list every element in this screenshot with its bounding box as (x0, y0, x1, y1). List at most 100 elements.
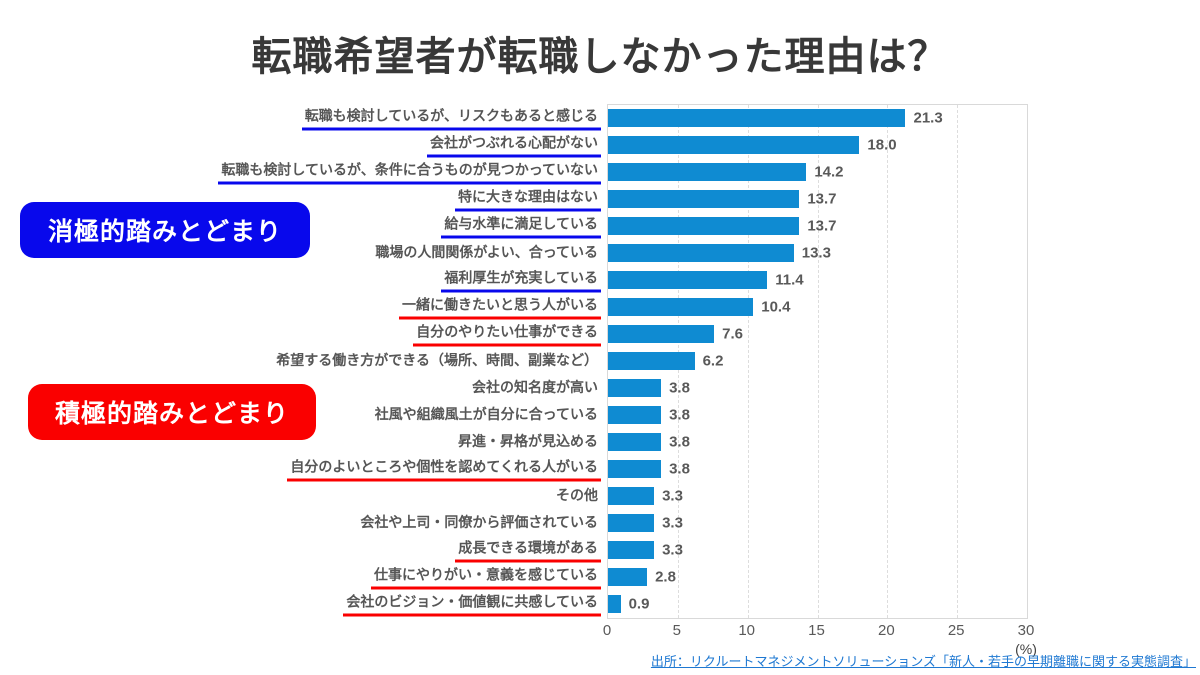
value-label: 18.0 (867, 136, 897, 153)
category-text: 会社や上司・同僚から評価されている (360, 513, 598, 530)
bar (608, 243, 794, 262)
value-label: 11.4 (775, 271, 804, 288)
chart-row: 仕事にやりがい・意義を感じている 2.8 (0, 563, 1200, 590)
chart-row: 自分のよいところや個性を認めてくれる人がいる 3.8 (0, 455, 1200, 482)
chart-row: 特に大きな理由はない 13.7 (0, 185, 1200, 212)
bar (608, 594, 621, 613)
value-label: 7.6 (722, 325, 743, 342)
category-text-underlined-red: 仕事にやりがい・意義を感じている (371, 564, 601, 589)
bar (608, 540, 655, 559)
positive-stay-label: 積極的踏みとどまり (54, 400, 289, 428)
negative-stay-label: 消極的踏みとどまり (47, 218, 282, 246)
gridline (817, 105, 819, 618)
category-label: 仕事にやりがい・意義を感じている (0, 564, 601, 589)
category-text-underlined-red: 成長できる環境がある (455, 537, 601, 562)
category-text-underlined-blue: 特に大きな理由はない (455, 186, 601, 211)
value-label: 14.2 (814, 163, 844, 180)
category-label: 会社の知名度が高い (0, 377, 601, 399)
category-text-underlined-blue: 転職も検討しているが、条件に合うものが見つかっていない (218, 159, 601, 184)
value-label: 3.8 (669, 460, 690, 477)
x-axis-ticks: 0 5 10 15 20 25 30 (0, 622, 1200, 640)
category-label: 社風や組織風土が自分に合っている (0, 404, 601, 426)
bar (608, 432, 662, 451)
source-link[interactable]: 出所：リクルートマネジメントソリューションズ「新人・若手の早期離職に関する実態調… (650, 654, 1196, 669)
chart-row: 成長できる環境がある 3.3 (0, 536, 1200, 563)
bar (608, 513, 655, 532)
x-axis-tick-label: 10 (738, 622, 755, 639)
category-text-underlined-blue: 会社がつぶれる心配がない (427, 132, 601, 157)
bar (608, 378, 662, 397)
x-axis-tick-label: 0 (602, 622, 612, 639)
bar (608, 486, 655, 505)
category-text-underlined-red: 会社のビジョン・価値観に共感している (343, 591, 601, 616)
category-label: 一緒に働きたいと思う人がいる (0, 294, 601, 319)
bar (608, 216, 800, 235)
chart-rows: 転職も検討しているが、リスクもあると感じる 21.3 会社がつぶれる心配がない 18.… (0, 104, 1200, 617)
gridline (887, 105, 889, 618)
category-label: 会社のビジョン・価値観に共感している (0, 591, 601, 616)
chart-row: 給与水準に満足している 13.7 (0, 212, 1200, 239)
bar (608, 108, 906, 127)
bar (608, 459, 662, 478)
page-title: 転職希望者が転職しなかった理由は？ (251, 35, 949, 79)
value-label: 13.7 (807, 190, 837, 207)
category-text-underlined-red: 自分のやりたい仕事ができる (413, 321, 601, 346)
value-label: 13.7 (807, 217, 837, 234)
value-label: 6.2 (702, 352, 724, 369)
bar (608, 351, 695, 370)
category-text: 希望する働き方ができる（場所、時間、副業など） (276, 351, 598, 368)
chart-row: 希望する働き方ができる（場所、時間、副業など） 6.2 (0, 347, 1200, 374)
category-label: 昇進・昇格が見込める (0, 431, 601, 453)
x-axis-tick-label: 20 (877, 622, 895, 639)
category-text-underlined-red: 自分のよいところや個性を認めてくれる人がいる (287, 456, 601, 481)
chart-row: 一緒に働きたいと思う人がいる 10.4 (0, 293, 1200, 320)
chart-row: 社風や組織風土が自分に合っている 3.8 (0, 401, 1200, 428)
category-label: 給与水準に満足している (0, 213, 601, 238)
x-axis-tick-label: 30 (1017, 622, 1035, 639)
value-label: 3.8 (669, 433, 690, 450)
value-label: 2.8 (655, 568, 676, 585)
chart-row: 昇進・昇格が見込める 3.8 (0, 428, 1200, 455)
bar (608, 135, 860, 154)
value-label: 10.4 (761, 298, 791, 315)
negative-stay-label-box: 消極的踏みとどまり (20, 202, 310, 258)
bar (608, 324, 715, 343)
category-text: その他 (556, 486, 598, 503)
bar (608, 567, 648, 586)
chart-row: 職場の人間関係がよい、合っている 13.3 (0, 239, 1200, 266)
chart-row: 福利厚生が充実している 11.4 (0, 266, 1200, 293)
positive-stay-label-box: 積極的踏みとどまり (28, 384, 316, 440)
chart-row: 自分のやりたい仕事ができる 7.6 (0, 320, 1200, 347)
category-label: 福利厚生が充実している (0, 267, 601, 292)
bar (608, 162, 807, 181)
category-label: その他 (0, 485, 601, 507)
category-label: 自分のやりたい仕事ができる (0, 321, 601, 346)
bar (608, 297, 754, 316)
value-label: 0.9 (628, 595, 650, 612)
category-label: 転職も検討しているが、条件に合うものが見つかっていない (0, 159, 601, 184)
category-text-underlined-blue: 転職も検討しているが、リスクもあると感じる (301, 105, 601, 130)
value-label: 3.8 (669, 406, 690, 423)
category-label: 会社がつぶれる心配がない (0, 132, 601, 157)
bar (608, 270, 768, 289)
category-text: 社風や組織風土が自分に合っている (374, 405, 598, 422)
value-label: 3.3 (662, 541, 683, 558)
category-label: 会社や上司・同僚から評価されている (0, 512, 601, 534)
x-axis-tick-label: 15 (808, 622, 825, 639)
value-label: 21.3 (913, 109, 943, 126)
value-label: 3.3 (662, 514, 683, 531)
category-text-underlined-blue: 給与水準に満足している (441, 213, 601, 238)
bar (608, 405, 662, 424)
chart-row: その他 3.3 (0, 482, 1200, 509)
x-axis-tick-label: 5 (672, 622, 681, 639)
bar (608, 189, 800, 208)
chart-row: 会社のビジョン・価値観に共感している 0.9 (0, 590, 1200, 617)
chart-row: 会社がつぶれる心配がない 18.0 (0, 131, 1200, 158)
value-label: 3.8 (669, 379, 690, 396)
chart-row: 会社の知名度が高い 3.8 (0, 374, 1200, 401)
chart-row: 会社や上司・同僚から評価されている 3.3 (0, 509, 1200, 536)
category-label: 特に大きな理由はない (0, 186, 601, 211)
chart-row: 転職も検討しているが、リスクもあると感じる 21.3 (0, 104, 1200, 131)
chart-row: 転職も検討しているが、条件に合うものが見つかっていない 14.2 (0, 158, 1200, 185)
